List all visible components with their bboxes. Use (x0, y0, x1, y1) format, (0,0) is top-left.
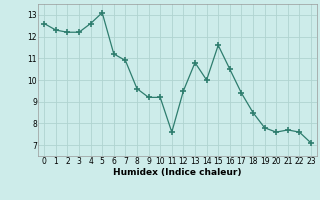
X-axis label: Humidex (Indice chaleur): Humidex (Indice chaleur) (113, 168, 242, 177)
